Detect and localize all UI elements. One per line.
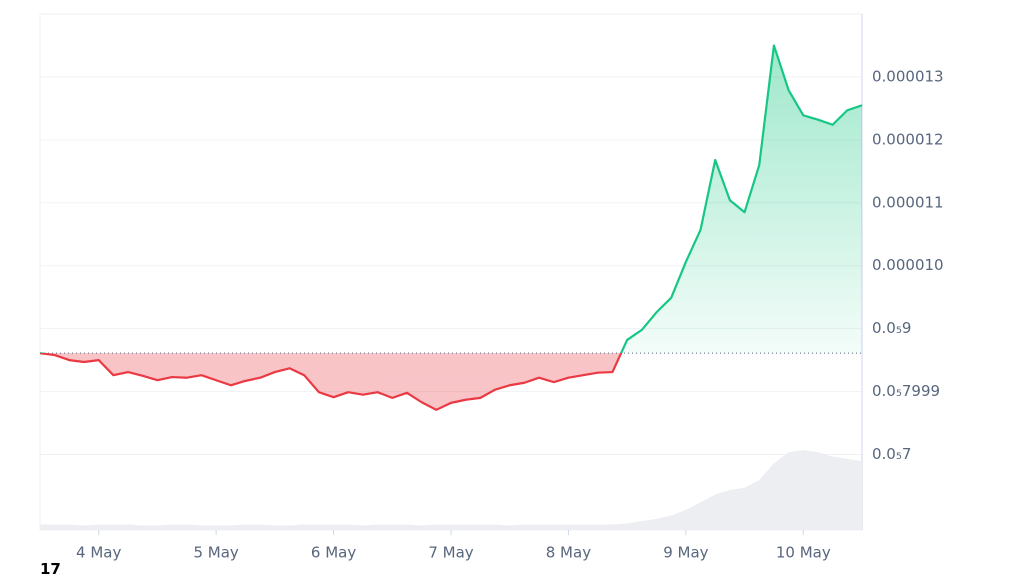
x-tick-label: 8 May — [546, 544, 591, 562]
x-tick-label: 10 May — [776, 544, 831, 562]
x-tick-label: 4 May — [76, 544, 121, 562]
y-tick-label: 0.000011 — [872, 193, 944, 211]
x-tick-label: 6 May — [311, 544, 356, 562]
logo: 17 — [40, 560, 61, 578]
y-tick-label: 0.000012 — [872, 130, 944, 148]
y-tick-label: 0.0₅7999 — [872, 382, 940, 400]
y-tick-label: 0.0₅7 — [872, 445, 911, 463]
price-line — [39, 44, 863, 411]
x-tick-label: 9 May — [663, 544, 708, 562]
y-tick-label: 0.000013 — [872, 67, 944, 85]
x-tick-label: 5 May — [193, 544, 238, 562]
y-tick-label: 0.0₅9 — [872, 319, 911, 337]
price-area — [40, 45, 862, 410]
y-tick-label: 0.000010 — [872, 256, 944, 274]
x-tick-label: 7 May — [428, 544, 473, 562]
volume-area — [40, 450, 862, 530]
